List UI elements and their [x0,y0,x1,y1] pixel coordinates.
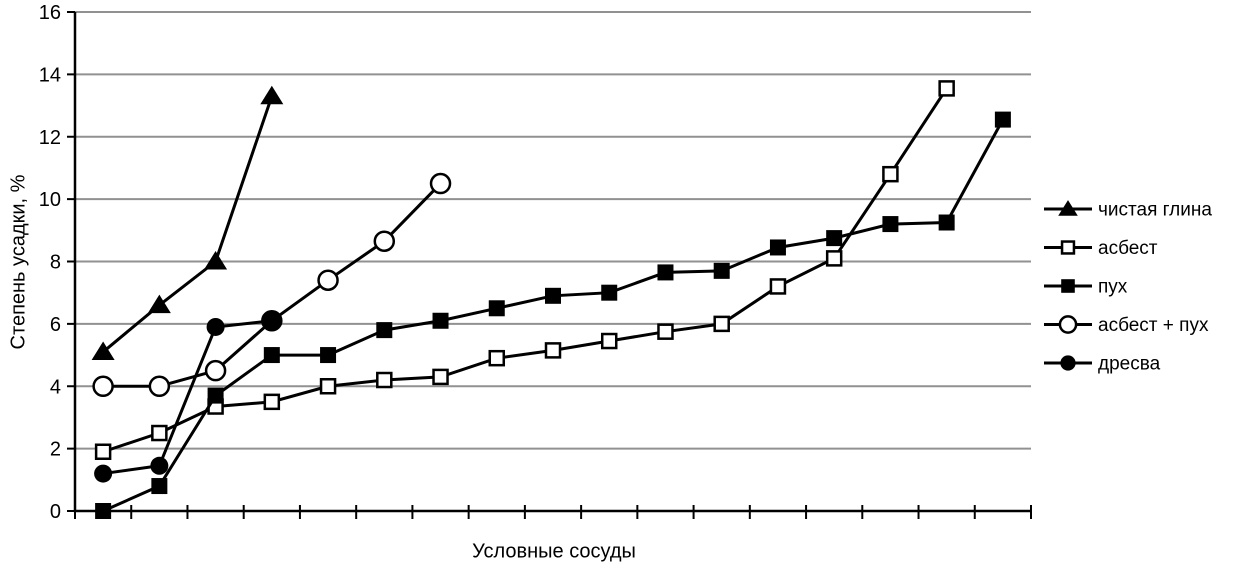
square-open-marker [825,250,843,267]
square-filled-marker [994,111,1011,128]
square-filled-marker [657,264,674,281]
square-open-marker [488,349,506,367]
x-axis-ticks [74,505,1032,519]
y-axis-title: Степень усадки, % [7,174,30,350]
circle-open-marker [204,359,227,382]
y-tick-label: 16 [39,2,61,24]
legend-label: асбест + пух [1098,315,1209,336]
square-filled-marker [882,216,899,233]
series-line-asbest [102,87,948,454]
circle-open-marker [1058,315,1078,334]
legend-item-asbest: асбест [1044,238,1158,259]
y-tick-label: 4 [50,376,61,398]
y-tick-label: 14 [39,64,61,86]
square-open-marker [263,393,281,411]
triangle-filled-marker [204,251,228,270]
series-dresva [94,311,281,483]
legend-label: дресва [1098,354,1161,375]
square-filled-marker [488,300,505,317]
square-filled-marker [263,347,280,364]
square-filled-marker [826,230,843,247]
square-filled-marker [601,284,618,301]
x-axis-title: Условные сосуды [472,540,636,563]
circle-open-marker [373,230,396,252]
triangle-filled-marker [91,341,115,360]
y-axis-ticks [67,11,75,512]
legend-item-dresva: дресва [1044,354,1161,375]
circle-open-marker [317,269,339,291]
legend-item-asbest-plus-pukh: асбест + пух [1044,315,1209,336]
square-filled-marker [320,347,337,364]
legend-label: чистая глина [1098,200,1212,221]
series-line-pukh [102,118,1005,513]
series-chistaya-glina [91,85,284,360]
square-open-marker [713,315,730,333]
circle-open-marker [148,375,171,397]
legend: чистая глина асбест пух асбест + пух дресва [1044,200,1212,375]
square-open-marker [94,443,112,460]
square-open-marker [600,332,618,350]
circle-filled-marker [94,464,113,483]
square-open-marker [432,368,449,386]
square-filled-marker [938,214,955,231]
circle-filled-marker [262,311,281,330]
circle-filled-marker [206,317,225,336]
square-filled-marker [713,262,730,279]
square-open-marker [376,371,393,389]
square-open-marker [151,424,168,442]
square-open-marker [769,278,787,295]
y-tick-label: 10 [39,189,61,211]
triangle-filled-marker [147,294,171,314]
circle-open-marker [429,172,452,195]
legend-item-pukh: пух [1044,277,1128,298]
square-open-marker [938,80,955,97]
square-filled-marker [95,503,112,519]
circle-filled-marker [1060,355,1076,371]
square-filled-marker [376,322,393,339]
legend-label: пух [1098,277,1128,298]
square-filled-marker [207,387,224,404]
series-line-dresva [102,319,272,476]
square-open-marker [882,165,899,183]
square-filled-marker [1061,279,1075,293]
triangle-filled-marker [260,85,284,105]
square-open-marker [544,342,562,359]
series-pukh [95,111,1011,519]
square-filled-marker [769,239,786,256]
legend-label: асбест [1098,238,1158,259]
y-tick-label: 8 [50,252,61,274]
circle-filled-marker [150,456,169,475]
square-filled-marker [545,287,561,304]
triangle-filled-marker [1058,200,1078,216]
circle-open-marker [92,375,114,397]
square-open-marker [1060,240,1076,255]
legend-item-chistaya-glina: чистая глина [1044,200,1212,221]
square-filled-marker [432,312,449,329]
series-line-chistaya-glina [102,95,274,354]
square-open-marker [319,378,337,395]
series-asbest [94,80,955,460]
y-tick-label: 2 [50,439,61,461]
series-asbest-plus-pukh [92,172,452,397]
y-tick-label: 12 [39,127,61,149]
y-tick-label: 0 [50,501,61,523]
y-tick-label: 6 [50,314,61,336]
square-filled-marker [151,478,168,495]
y-tick-labels: 0 2 4 6 8 10 12 14 16 [39,2,61,523]
square-open-marker [657,323,674,340]
